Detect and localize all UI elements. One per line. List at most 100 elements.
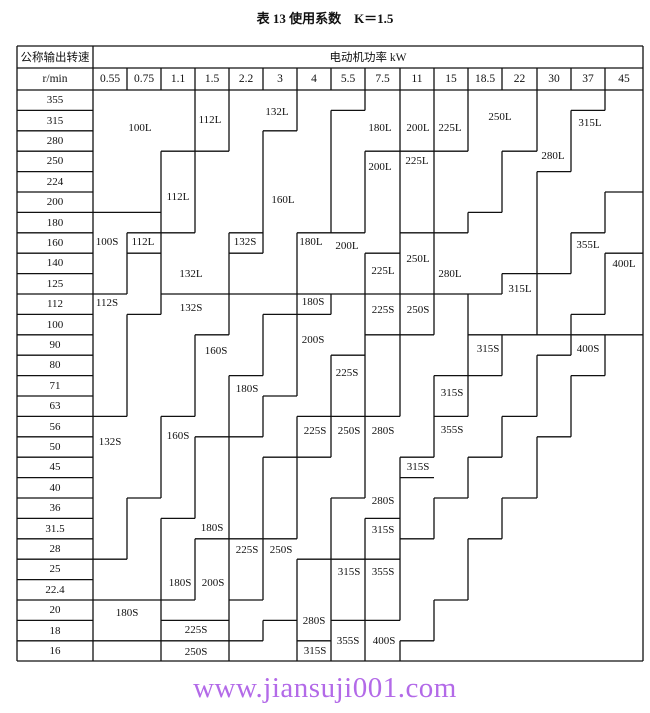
power-column-header: 18.5 bbox=[474, 73, 496, 85]
frame-size-label: 112L bbox=[198, 114, 222, 126]
power-column-header: 5.5 bbox=[340, 73, 356, 85]
frame-size-label: 280S bbox=[371, 495, 395, 507]
speed-row-label: 80 bbox=[49, 359, 61, 372]
speed-row-label: 90 bbox=[49, 339, 61, 351]
frame-size-label: 180S bbox=[168, 577, 192, 589]
frame-size-label: 280L bbox=[438, 268, 462, 280]
frame-size-label: 225L bbox=[371, 265, 395, 277]
watermark: www.jiansuji001.com bbox=[193, 672, 457, 704]
speed-row-label: 36 bbox=[49, 502, 61, 515]
table-title: 表 13 使用系数 K＝1.5 bbox=[256, 11, 394, 26]
power-column-header: 4 bbox=[311, 73, 317, 85]
frame-size-label: 315S bbox=[476, 343, 500, 355]
frame-size-label: 112L bbox=[131, 236, 155, 248]
power-column-header: 1.1 bbox=[170, 73, 186, 85]
frame-size-label: 200L bbox=[406, 122, 430, 134]
frame-size-label: 200S bbox=[201, 577, 225, 589]
frame-size-label: 225S bbox=[184, 624, 208, 636]
speed-row-label: 140 bbox=[46, 257, 64, 270]
speed-row-label: 160 bbox=[46, 237, 64, 249]
frame-size-label: 355S bbox=[336, 635, 360, 647]
frame-size-label: 250L bbox=[488, 111, 512, 123]
frame-size-label: 112S bbox=[95, 297, 119, 309]
power-column-header: 37 bbox=[582, 73, 594, 85]
speed-header: 公称输出转速 bbox=[20, 52, 90, 64]
frame-size-label: 132S bbox=[179, 302, 203, 314]
frame-size-label: 132S bbox=[98, 436, 122, 448]
frame-size-label: 132L bbox=[265, 106, 289, 118]
frame-size-label: 280S bbox=[371, 425, 395, 437]
speed-row-label: 125 bbox=[46, 277, 64, 290]
frame-size-label: 280L bbox=[541, 150, 565, 162]
frame-size-label: 400L bbox=[612, 258, 636, 270]
speed-row-label: 63 bbox=[49, 400, 61, 413]
frame-size-label: 315S bbox=[303, 645, 327, 657]
frame-size-label: 180S bbox=[301, 296, 325, 308]
frame-size-label: 280S bbox=[302, 615, 326, 627]
power-column-header: 1.5 bbox=[204, 73, 220, 85]
frame-size-label: 400S bbox=[576, 343, 600, 355]
frame-size-label: 200S bbox=[301, 334, 325, 346]
frame-size-label: 225S bbox=[303, 425, 327, 437]
power-column-header: 0.55 bbox=[99, 73, 121, 85]
power-column-header: 11 bbox=[411, 73, 423, 85]
frame-size-label: 180L bbox=[368, 122, 392, 134]
frame-size-label: 315L bbox=[508, 283, 532, 295]
frame-size-label: 225S bbox=[371, 304, 395, 316]
frame-size-label: 180S bbox=[200, 522, 224, 534]
frame-size-label: 315L bbox=[578, 117, 602, 129]
speed-unit-header: r/min bbox=[42, 73, 68, 85]
speed-row-label: 25 bbox=[49, 563, 61, 576]
power-column-header: 0.75 bbox=[133, 73, 155, 85]
frame-size-label: 400S bbox=[372, 635, 396, 647]
frame-size-label: 315S bbox=[371, 524, 395, 536]
power-column-header: 3 bbox=[277, 73, 283, 85]
speed-row-label: 20 bbox=[49, 604, 61, 617]
speed-row-label: 56 bbox=[49, 420, 61, 433]
power-column-header: 15 bbox=[445, 73, 457, 85]
speed-row-label: 180 bbox=[46, 216, 64, 229]
frame-size-label: 132L bbox=[179, 268, 203, 280]
frame-size-label: 315S bbox=[406, 461, 430, 473]
frame-size-label: 250S bbox=[406, 304, 430, 316]
frame-size-label: 100S bbox=[95, 236, 119, 248]
speed-row-label: 100 bbox=[46, 318, 64, 331]
power-column-header: 2.2 bbox=[238, 73, 254, 85]
frame-size-label: 250S bbox=[337, 425, 361, 437]
speed-row-label: 200 bbox=[46, 196, 64, 209]
speed-row-label: 28 bbox=[49, 543, 61, 555]
speed-row-label: 280 bbox=[46, 135, 64, 147]
speed-row-label: 355 bbox=[46, 94, 64, 107]
frame-size-label: 315S bbox=[337, 566, 361, 578]
speed-row-label: 18 bbox=[49, 624, 61, 637]
frame-size-label: 250S bbox=[184, 646, 208, 658]
frame-size-label: 225S bbox=[335, 367, 359, 379]
frame-size-label: 250L bbox=[406, 253, 430, 265]
speed-row-label: 315 bbox=[46, 114, 64, 127]
speed-row-label: 112 bbox=[46, 298, 64, 311]
frame-size-label: 100L bbox=[128, 122, 152, 134]
power-header: 电动机功率 kW bbox=[329, 52, 407, 64]
power-column-header: 7.5 bbox=[375, 73, 390, 85]
frame-size-label: 112L bbox=[166, 191, 190, 203]
frame-size-label: 355S bbox=[371, 566, 395, 578]
frame-size-label: 355S bbox=[440, 424, 464, 436]
speed-row-label: 40 bbox=[49, 481, 61, 494]
speed-row-label: 22.4 bbox=[45, 583, 65, 596]
frame-size-label: 180L bbox=[299, 236, 323, 248]
frame-size-label: 180S bbox=[235, 383, 259, 395]
power-column-header: 45 bbox=[618, 73, 630, 85]
speed-row-label: 31.5 bbox=[45, 522, 65, 535]
frame-size-label: 250S bbox=[269, 544, 293, 556]
power-column-header: 22 bbox=[513, 73, 526, 85]
speed-row-label: 224 bbox=[46, 175, 64, 188]
frame-size-label: 180S bbox=[115, 607, 139, 619]
frame-size-label: 200L bbox=[368, 161, 392, 173]
speed-row-label: 45 bbox=[49, 461, 61, 474]
speed-row-label: 250 bbox=[46, 155, 64, 168]
frame-size-label: 225S bbox=[235, 544, 259, 556]
frame-size-label: 315S bbox=[440, 387, 464, 399]
frame-size-label: 160S bbox=[204, 345, 228, 357]
